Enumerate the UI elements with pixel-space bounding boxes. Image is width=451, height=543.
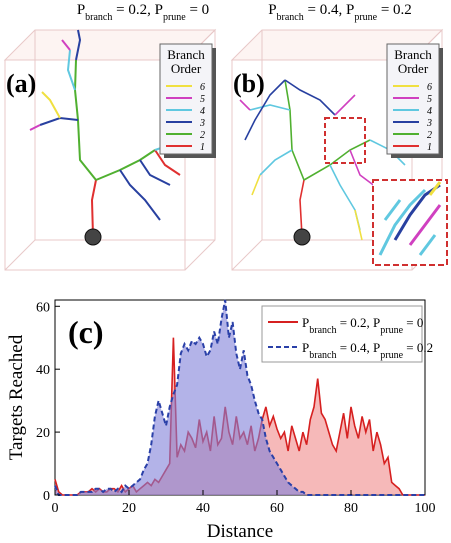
x-axis-label: Distance <box>207 521 273 542</box>
y-tick-label: 0 <box>43 489 50 504</box>
zoom-inset <box>372 179 448 266</box>
panel-label: (c) <box>68 314 104 350</box>
text-part: = 0.2, P <box>336 315 380 330</box>
y-tick-label: 40 <box>36 363 50 378</box>
panel-b-title: Pbranch = 0.4, Pprune = 0.2 <box>268 2 412 23</box>
legend-label: 6 <box>427 82 432 93</box>
subscript: prune <box>354 12 377 23</box>
line <box>54 299 425 496</box>
area <box>55 337 425 495</box>
text-part: = 0.2 <box>377 2 412 18</box>
x-tick-label: 0 <box>52 501 59 516</box>
subscript: branch <box>309 325 336 336</box>
text-part: = 0.4, P <box>336 340 380 355</box>
soma <box>293 228 311 246</box>
subscript: branch <box>277 12 304 23</box>
text-part: P <box>77 2 85 18</box>
subscript: prune <box>163 12 186 23</box>
x-tick-label: 60 <box>270 501 284 516</box>
text-part: P <box>302 340 309 355</box>
chart: 0 20 40 60 80 100 0 20 40 60 Distance Targets Reach… <box>6 299 436 542</box>
x-tick-label: 100 <box>415 501 436 516</box>
x-tick-label: 80 <box>344 501 358 516</box>
tree-a <box>29 29 181 237</box>
panel-label: (b) <box>233 69 265 98</box>
legend-title: Branch <box>167 47 205 62</box>
legend-label: 6 <box>200 82 205 93</box>
y-axis-label: Targets Reached <box>6 334 27 460</box>
legend-label: 3 <box>199 118 205 129</box>
area <box>55 300 425 495</box>
legend-label: 4 <box>200 106 205 117</box>
legend-label: 3 <box>426 118 432 129</box>
panel-a-title: Pbranch = 0.2, Pprune = 0 <box>77 2 209 23</box>
text-part: P <box>302 315 309 330</box>
legend-label: Pbranch = 0.2, Pprune = 0 <box>302 315 423 336</box>
legend-label: 2 <box>427 130 432 141</box>
legend-label: 2 <box>200 130 205 141</box>
y-tick-label: 20 <box>36 426 50 441</box>
legend-label: 5 <box>200 94 205 105</box>
text-part: = 0.4, P <box>304 2 355 18</box>
subscript: prune <box>380 325 403 336</box>
zoom-tree <box>378 181 442 256</box>
text-part: = 0.2, P <box>112 2 163 18</box>
y-tick-label: 60 <box>36 300 50 315</box>
subscript: branch <box>85 12 112 23</box>
legend-label: Pbranch = 0.4, Pprune = 0.2 <box>302 340 433 361</box>
legend-label: 5 <box>427 94 432 105</box>
legend-label: 1 <box>427 142 432 153</box>
legend-title: Order <box>171 61 202 76</box>
subscript: branch <box>309 350 336 361</box>
legend-label: 4 <box>427 106 432 117</box>
soma <box>84 228 102 246</box>
panel-label: (a) <box>6 69 36 98</box>
zoom-region <box>324 117 366 164</box>
legend-title: Branch <box>394 47 432 62</box>
text-part: = 0 <box>403 315 423 330</box>
text-part: P <box>268 2 276 18</box>
legend-label: 1 <box>200 142 205 153</box>
tree-b <box>239 79 406 241</box>
subscript: prune <box>380 350 403 361</box>
x-tick-label: 20 <box>122 501 136 516</box>
legend-box <box>261 305 423 363</box>
x-tick-label: 40 <box>196 501 210 516</box>
text-part: = 0 <box>186 2 209 18</box>
legend-title: Order <box>398 61 429 76</box>
text-part: = 0.2 <box>403 340 433 355</box>
